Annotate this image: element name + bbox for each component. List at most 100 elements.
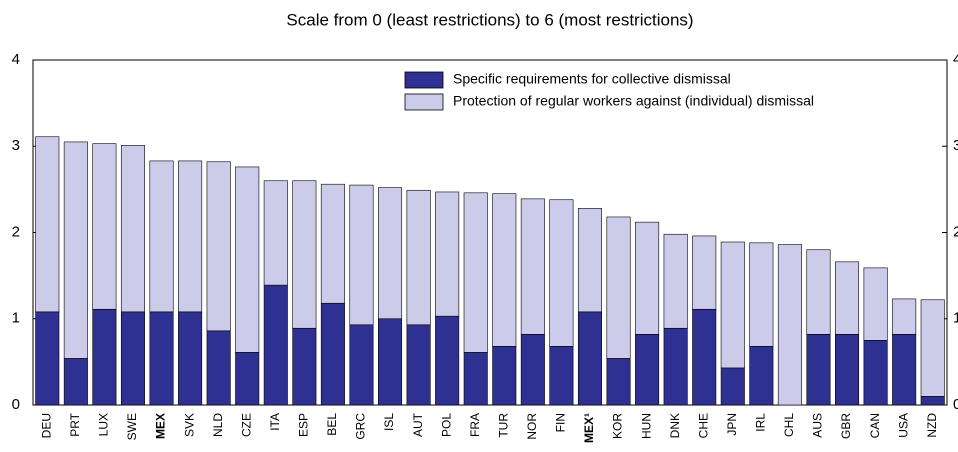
bar-segment [663,233,688,329]
bar-segment [606,358,631,406]
x-tick-label: MEX [154,413,168,439]
x-tick-label: CHE [696,413,710,438]
bar-segment [92,308,117,406]
bar-segment [835,333,860,406]
x-tick-label: LUX [97,413,111,436]
y2-tick-label: 4 [953,51,958,68]
bar-segment [892,298,917,335]
bar-segment [720,241,745,369]
bar-segment [492,346,517,406]
y2-tick-label: 1 [953,310,958,327]
x-tick-label: DEU [39,413,53,438]
bar-segment [406,189,431,326]
bar-segment [892,333,917,406]
bar-segment [349,324,374,406]
bar-segment [463,352,488,406]
legend-swatch [404,93,444,111]
bar-segment [263,284,288,406]
bar-segment [549,346,574,406]
bar-segment [149,311,174,406]
bar-segment [92,143,117,310]
bar-segment [920,299,945,397]
x-tick-label: AUS [811,413,825,438]
chart-title: Scale from 0 (least restrictions) to 6 (… [286,10,693,29]
x-tick-label: MEX¹ [582,413,596,443]
x-tick-label: FIN [554,413,568,432]
x-tick-label: PRT [68,412,82,436]
bar-segment [577,208,602,313]
bar-segment [435,315,460,406]
bar-segment [663,327,688,406]
x-tick-label: CAN [868,413,882,438]
bar-segment [549,199,574,347]
bar-segment [320,183,345,304]
x-tick-label: NLD [211,413,225,437]
bar-segment [378,318,403,406]
bar-segment [692,235,717,310]
x-tick-label: AUT [411,412,425,437]
bar-segment [749,242,774,347]
x-tick-label: JPN [725,413,739,436]
x-tick-label: KOR [611,413,625,439]
bar-segment [863,340,888,406]
legend-swatch [404,71,444,89]
x-tick-label: IRL [754,413,768,432]
x-tick-label: TUR [496,413,510,438]
bar-segment [349,184,374,326]
y-tick-label: 1 [12,310,20,327]
legend-label: Protection of regular workers against (i… [453,93,814,109]
bar-segment [263,180,288,286]
bar-segment [292,180,317,329]
bar-segment [463,192,488,353]
bar-segment [35,311,60,406]
y-tick-label: 0 [12,396,20,413]
bar-segment [120,311,145,406]
bar-segment [378,187,403,320]
bar-segment [577,311,602,406]
y-tick-label: 3 [12,137,20,154]
bar-segment [35,136,60,313]
bar-segment [149,160,174,313]
y-tick-label: 4 [12,51,20,68]
bar-segment [635,221,660,335]
bar-segment [206,330,231,406]
bar-segment [606,216,631,359]
bar-segment [406,324,431,406]
bar-segment [777,244,802,406]
x-tick-label: NOR [525,413,539,440]
bar-segment [520,333,545,406]
x-tick-label: NZD [925,413,939,438]
bar-segment [120,145,145,313]
x-tick-label: DNK [668,413,682,438]
bar-segment [520,198,545,335]
bar-segment [235,166,260,353]
bar-segment [178,160,203,313]
bar-segment [749,346,774,406]
y-tick-label: 2 [12,223,20,240]
bar-segment [835,261,860,335]
y2-tick-label: 3 [953,137,958,154]
bar-segment [806,333,831,406]
bar-segment [178,311,203,406]
bar-segment [292,327,317,406]
x-tick-label: ESP [297,413,311,437]
bar-segment [320,302,345,406]
x-tick-label: SVK [182,413,196,437]
bar-segment [863,267,888,341]
x-tick-label: ISL [382,413,396,431]
x-tick-label: HUN [639,413,653,439]
bar-segment [635,333,660,406]
x-tick-label: CHL [782,413,796,437]
y2-tick-label: 0 [953,396,958,413]
bar-segment [692,308,717,406]
bar-segment [63,141,88,359]
x-tick-label: FRA [468,413,482,437]
x-tick-label: SWE [125,413,139,440]
bar-segment [806,249,831,335]
x-tick-label: CZE [239,413,253,437]
x-tick-label: BEL [325,413,339,436]
bar-segment [435,191,460,317]
x-tick-label: ITA [268,413,282,431]
bar-segment [206,161,231,332]
